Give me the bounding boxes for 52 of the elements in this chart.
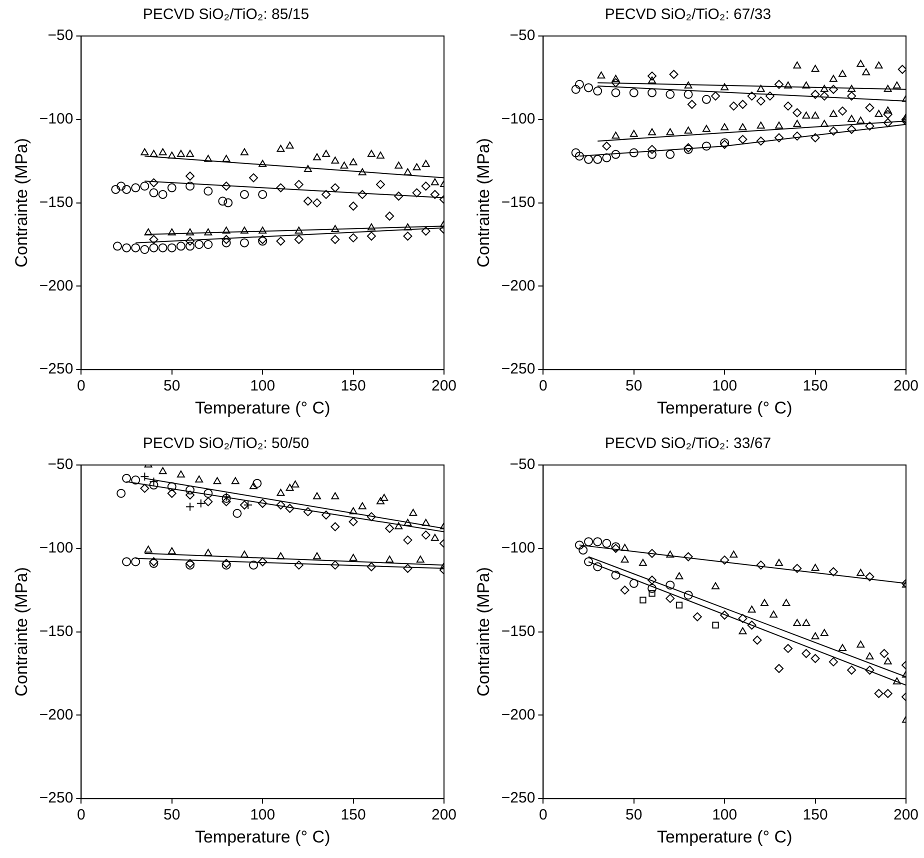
y-tick-label: −250	[39, 790, 74, 807]
x-tick-label: 50	[626, 806, 642, 824]
x-tick-label: 50	[626, 378, 642, 395]
y-tick-label: −150	[501, 194, 536, 211]
x-tick-label: 200	[431, 806, 457, 824]
x-tick-label: 0	[539, 378, 548, 395]
x-tick-label: 50	[164, 806, 180, 824]
y-tick-label: −250	[39, 360, 74, 378]
y-tick-label: −50	[48, 27, 74, 44]
chart-title: PECVD SiO₂/TiO₂: 33/67	[604, 435, 772, 452]
x-tick-label: 150	[340, 806, 366, 824]
x-axis-title: Temperature (° C)	[656, 398, 792, 418]
x-axis-title: Temperature (° C)	[656, 827, 792, 846]
x-tick-label: 100	[712, 378, 738, 395]
chart-title: PECVD SiO₂/TiO₂: 67/33	[604, 6, 772, 24]
x-axis-title: Temperature (° C)	[194, 398, 330, 418]
y-tick-label: −150	[39, 194, 74, 211]
x-tick-label: 150	[340, 378, 366, 395]
y-tick-label: −250	[501, 790, 536, 807]
y-tick-label: −200	[501, 277, 536, 294]
x-tick-label: 100	[250, 806, 276, 824]
y-tick-label: −150	[501, 622, 536, 640]
x-tick-label: 150	[802, 806, 828, 824]
y-tick-label: −100	[39, 540, 74, 557]
x-tick-label: 200	[893, 806, 919, 824]
x-tick-label: 200	[893, 378, 919, 395]
x-axis-title: Temperature (° C)	[194, 827, 330, 846]
chart-title: PECVD SiO₂/TiO₂: 50/50	[142, 435, 310, 452]
y-axis-title: Contrainte (MPa)	[12, 567, 31, 697]
x-tick-label: 0	[539, 806, 548, 824]
y-tick-label: −200	[501, 706, 536, 724]
x-tick-label: 0	[77, 806, 86, 824]
y-tick-label: −200	[39, 277, 74, 294]
y-tick-label: −50	[48, 456, 74, 474]
y-axis-title: Contrainte (MPa)	[12, 138, 31, 268]
y-tick-label: −150	[39, 622, 74, 640]
x-tick-label: 200	[431, 378, 457, 395]
y-tick-label: −100	[501, 110, 536, 128]
chart-title: PECVD SiO₂/TiO₂: 85/15	[142, 6, 310, 24]
y-tick-label: −100	[39, 110, 74, 128]
y-axis-title: Contrainte (MPa)	[474, 138, 493, 268]
x-tick-label: 100	[712, 806, 738, 824]
y-tick-label: −200	[39, 706, 74, 724]
x-tick-label: 150	[802, 378, 828, 395]
y-tick-label: −50	[510, 27, 536, 44]
x-tick-label: 50	[164, 378, 180, 395]
y-tick-label: −100	[501, 540, 536, 557]
y-axis-title: Contrainte (MPa)	[474, 567, 493, 697]
x-tick-label: 0	[77, 378, 86, 395]
y-tick-label: −250	[501, 360, 536, 378]
y-tick-label: −50	[510, 456, 536, 474]
x-tick-label: 100	[250, 378, 276, 395]
